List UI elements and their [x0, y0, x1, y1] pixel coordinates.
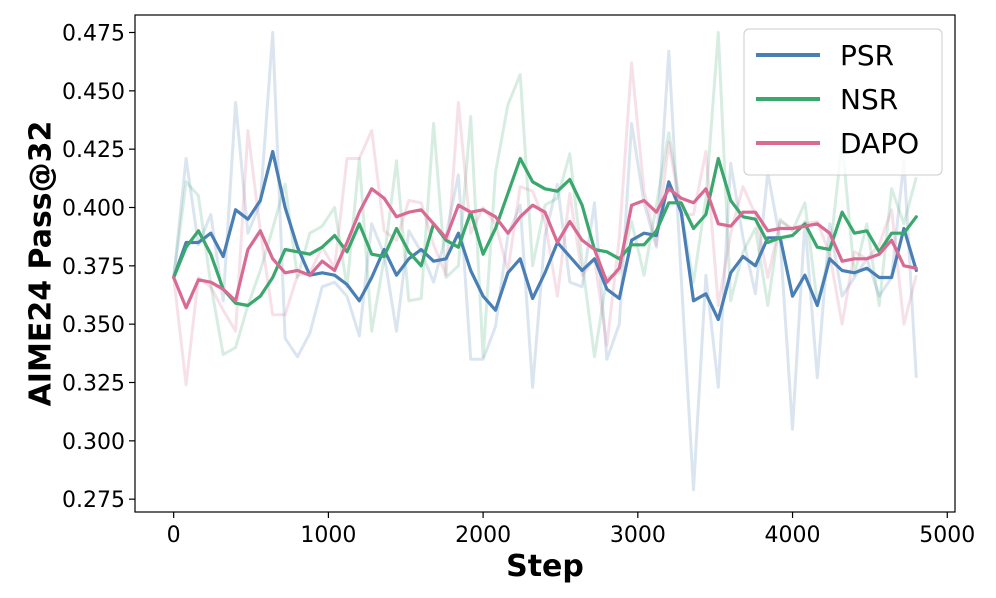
x-tick-label: 5000 — [919, 523, 975, 548]
series-line-dapo — [172, 187, 918, 310]
y-tick-label: 0.425 — [62, 138, 125, 163]
y-tick-label: 0.350 — [62, 313, 125, 338]
y-tick-label: 0.375 — [62, 255, 125, 280]
y-tick-label: 0.325 — [62, 372, 125, 397]
series-line-psr — [172, 149, 918, 322]
x-tick-label: 3000 — [610, 523, 666, 548]
y-tick-label: 0.300 — [62, 430, 125, 455]
legend-entry-psr: PSR — [756, 39, 894, 72]
legend-entry-dapo: DAPO — [756, 127, 919, 160]
x-tick-label: 4000 — [765, 523, 821, 548]
series-line-nsr — [172, 156, 918, 308]
y-tick-label: 0.400 — [62, 197, 125, 222]
y-tick-label: 0.275 — [62, 488, 125, 513]
legend-label-psr: PSR — [840, 39, 894, 72]
legend: PSR NSR DAPO — [743, 28, 943, 176]
series-raw-nsr — [172, 31, 918, 359]
y-axis-title: AIME24 Pass@32 — [24, 121, 59, 407]
x-tick-label: 0 — [167, 523, 181, 548]
legend-label-dapo: DAPO — [840, 127, 919, 160]
x-tick-label: 1000 — [300, 523, 356, 548]
y-tick-label: 0.475 — [62, 22, 125, 47]
series-raw-psr — [172, 31, 918, 492]
legend-box — [743, 28, 943, 176]
y-axis: 0.275 0.300 0.325 0.350 0.375 0.400 0.425 0.450… — [62, 22, 135, 513]
legend-label-nsr: NSR — [840, 83, 898, 116]
x-axis: 0 1000 2000 3000 4000 5000 — [167, 512, 975, 548]
legend-entry-nsr: NSR — [756, 83, 898, 116]
x-tick-label: 2000 — [455, 523, 511, 548]
y-tick-label: 0.450 — [62, 80, 125, 105]
smoothed-lines-layer — [172, 149, 918, 322]
x-axis-title: Step — [506, 549, 584, 584]
plot-frame — [134, 14, 956, 513]
